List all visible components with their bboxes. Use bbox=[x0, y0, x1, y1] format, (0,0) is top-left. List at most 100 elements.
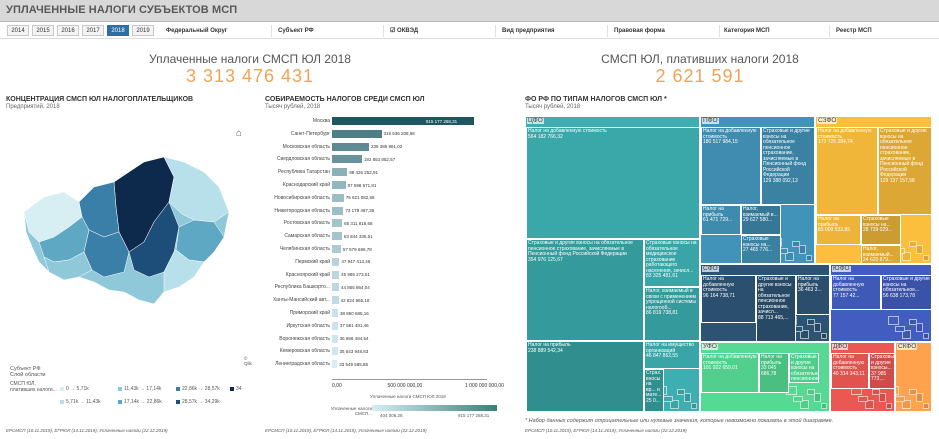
bar[interactable] bbox=[332, 168, 348, 177]
treemap-region-5[interactable]: УФО Налог на добавленную стоимость 101 922… bbox=[700, 342, 830, 412]
treemap-minor-cell[interactable] bbox=[663, 396, 673, 402]
bar[interactable] bbox=[332, 219, 343, 228]
bar[interactable] bbox=[332, 270, 340, 279]
treemap-chart[interactable]: ЦФО Налог на добавленную стоимость 564 182… bbox=[525, 116, 932, 412]
treemap-cell[interactable]: Страховые и другие взносы... 37 985 773,.… bbox=[869, 353, 894, 389]
treemap-minor-cell[interactable] bbox=[807, 319, 815, 325]
bar[interactable] bbox=[332, 181, 346, 189]
legend-item[interactable]: 34 bbox=[230, 386, 242, 392]
bar[interactable] bbox=[332, 283, 339, 292]
bar[interactable] bbox=[332, 193, 344, 202]
bar[interactable] bbox=[332, 309, 339, 317]
filter-federal-district[interactable]: Федеральный Округ bbox=[164, 25, 272, 37]
treemap-cell[interactable]: Налог, взимаемый в связи с применением у… bbox=[644, 287, 699, 341]
treemap-minor-cell[interactable] bbox=[916, 323, 923, 332]
treemap-cell[interactable]: Налог на прибыль 61 471 729... bbox=[701, 205, 741, 235]
treemap-region-4[interactable]: ЮФО Налог на добавленную стоимость 77 157 … bbox=[830, 264, 932, 342]
year-button-2018[interactable]: 2018 bbox=[107, 25, 129, 36]
legend-item[interactable]: 22,86k → 28,57k bbox=[176, 386, 220, 392]
treemap-minor-cell[interactable] bbox=[793, 396, 803, 402]
treemap-minor-cell[interactable] bbox=[916, 245, 923, 254]
bar[interactable] bbox=[332, 232, 342, 241]
treemap-cell[interactable]: Налог на прибыль 83 009 532,85 bbox=[816, 215, 861, 245]
treemap-minor-cell[interactable] bbox=[888, 316, 899, 325]
treemap-minor-cell[interactable] bbox=[792, 241, 800, 247]
treemap-minor-cell[interactable] bbox=[865, 400, 874, 409]
bar[interactable] bbox=[332, 296, 339, 305]
treemap-minor-cell[interactable] bbox=[800, 330, 809, 339]
bar[interactable] bbox=[332, 360, 338, 369]
bar[interactable] bbox=[332, 347, 338, 356]
bar[interactable] bbox=[332, 321, 338, 330]
treemap-minor-cell[interactable] bbox=[814, 393, 821, 402]
treemap-cell[interactable]: Налог на прибыль 238 889 542,34 bbox=[526, 341, 644, 411]
legend-item[interactable]: 17,14k → 22,86k bbox=[118, 399, 162, 405]
treemap-cell[interactable]: Налог на прибыль 33 045 686,78 bbox=[759, 353, 789, 393]
treemap-minor-cell[interactable] bbox=[821, 403, 827, 409]
bar[interactable] bbox=[332, 206, 344, 215]
treemap-cell[interactable]: Налог на прибыль 36 463 3... bbox=[796, 275, 829, 315]
treemap-cell[interactable]: Страховые взносы на обязательное медицин… bbox=[644, 239, 699, 287]
treemap-minor-cell[interactable] bbox=[814, 323, 821, 332]
treemap-minor-cell[interactable] bbox=[902, 400, 911, 409]
bar[interactable] bbox=[332, 257, 340, 266]
year-button-2019[interactable]: 2019 bbox=[132, 25, 154, 36]
legend-item[interactable]: 11,43k → 17,14k bbox=[118, 386, 161, 392]
bar[interactable] bbox=[332, 117, 474, 125]
treemap-minor-cell[interactable] bbox=[909, 241, 917, 247]
treemap-cell[interactable]: Страховые и другие взносы на обязательно… bbox=[878, 127, 931, 215]
treemap-region-7[interactable]: СКФО bbox=[895, 342, 932, 412]
treemap-cell[interactable]: Налог, взимаемый... 24 620 879... bbox=[861, 245, 901, 263]
treemap-minor-cell[interactable] bbox=[916, 393, 923, 402]
treemap-minor-cell[interactable] bbox=[821, 333, 827, 339]
filter-subject[interactable]: Субъект РФ bbox=[276, 25, 384, 37]
treemap-region-3[interactable]: СФО Налог на добавленную стоимость 96 164 … bbox=[700, 264, 830, 342]
treemap-minor-cell[interactable] bbox=[895, 326, 905, 332]
treemap-minor-cell[interactable] bbox=[902, 252, 911, 261]
treemap-cell[interactable]: Налог, взимаемый в... 29 627 580... bbox=[741, 205, 781, 235]
russia-map[interactable]: ⌂ © Qlik bbox=[4, 112, 256, 366]
year-button-2014[interactable]: 2014 bbox=[7, 25, 29, 36]
year-button-2016[interactable]: 2016 bbox=[57, 25, 79, 36]
treemap-cell[interactable]: Страховые и другие взносы на обязательно… bbox=[789, 353, 819, 383]
treemap-cell[interactable]: Страховые взносы на... 28 739 029... bbox=[861, 215, 901, 245]
legend-item[interactable]: 28,57k → 34,29k bbox=[176, 399, 220, 405]
treemap-minor-cell[interactable] bbox=[670, 400, 679, 409]
treemap-cell[interactable]: Налог на добавленную стоимость 40 314 343… bbox=[831, 353, 869, 389]
home-icon[interactable]: ⌂ bbox=[236, 128, 243, 139]
bar[interactable] bbox=[332, 129, 382, 138]
treemap-region-1[interactable]: ПФО Налог на добавленную стоимость 180 517… bbox=[700, 116, 815, 264]
treemap-cell[interactable]: Налог на добавленную стоимость 180 517 98… bbox=[701, 127, 761, 205]
treemap-cell[interactable]: Налог на добавленную стоимость 564 182 76… bbox=[526, 127, 699, 239]
filter-enterprise-type[interactable]: Вид предприятия bbox=[500, 25, 608, 37]
treemap-cell[interactable]: Налог на добавленную стоимость 77 157 42.… bbox=[831, 275, 881, 310]
treemap-cell[interactable]: Страх. вносы на вр... и мате... 25 0... bbox=[644, 369, 664, 411]
treemap-cell[interactable]: Налог на добавленную стоимость 173 725 28… bbox=[816, 127, 878, 215]
treemap-region-6[interactable]: ДФО Налог на добавленную стоимость 40 314 … bbox=[830, 342, 895, 412]
year-button-2017[interactable]: 2017 bbox=[82, 25, 104, 36]
treemap-minor-cell[interactable] bbox=[909, 389, 917, 395]
treemap-cell[interactable]: Страховые и другие взносы на обязательно… bbox=[526, 239, 644, 341]
treemap-minor-cell[interactable] bbox=[800, 400, 809, 409]
bar[interactable] bbox=[332, 155, 362, 164]
treemap-minor-cell[interactable] bbox=[923, 333, 929, 339]
legend-item[interactable]: 5,71k → 11,43k bbox=[60, 399, 101, 405]
treemap-region-2[interactable]: СЗФО Налог на добавленную стоимость 173 72… bbox=[815, 116, 932, 264]
treemap-minor-cell[interactable] bbox=[896, 386, 899, 395]
bar-chart[interactable]: Москва 915 177 268,31 Санкт-Петербург 319 5… bbox=[260, 117, 520, 377]
treemap-minor-cell[interactable] bbox=[785, 252, 794, 261]
treemap-minor-cell[interactable] bbox=[872, 389, 880, 395]
treemap-minor-cell[interactable] bbox=[923, 403, 929, 409]
treemap-minor-cell[interactable] bbox=[923, 255, 929, 261]
treemap-minor-cell[interactable] bbox=[879, 393, 886, 402]
treemap-cell[interactable]: Страховые взносы на... 27 465 776... bbox=[741, 235, 781, 263]
treemap-minor-cell[interactable] bbox=[677, 389, 685, 395]
treemap-cell[interactable]: Налог на добавленную стоимость 96 164 738… bbox=[701, 275, 756, 323]
treemap-minor-cell[interactable] bbox=[684, 393, 691, 402]
filter-okved[interactable]: ☑ ОКВЭД bbox=[388, 25, 496, 37]
treemap-minor-cell[interactable] bbox=[806, 255, 812, 261]
treemap-region-0[interactable]: ЦФО Налог на добавленную стоимость 564 182… bbox=[525, 116, 700, 412]
treemap-cell[interactable]: Страховые и другие взносы на обязательно… bbox=[881, 275, 931, 310]
treemap-minor-cell[interactable] bbox=[896, 396, 905, 402]
bar[interactable] bbox=[332, 334, 338, 343]
